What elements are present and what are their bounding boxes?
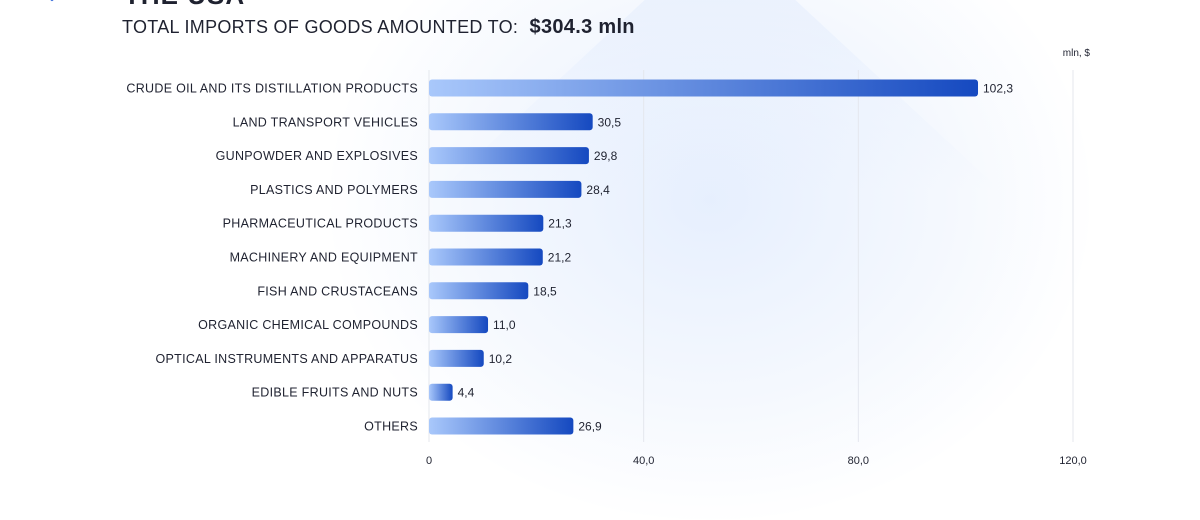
- chart-subtitle: TOTAL IMPORTS OF GOODS AMOUNTED TO: $304…: [122, 16, 635, 39]
- x-tick-label: 80,0: [848, 455, 869, 467]
- x-tick-label: 120,0: [1059, 455, 1087, 467]
- bars: [429, 79, 979, 435]
- x-tick-label: 0: [426, 455, 432, 467]
- data-label: 11,0: [493, 318, 516, 332]
- bar: [429, 316, 489, 334]
- bar: [429, 383, 453, 401]
- data-label: 26,9: [578, 420, 602, 434]
- data-label: 30,5: [598, 115, 622, 129]
- bar: [429, 282, 529, 300]
- bar: [429, 214, 544, 232]
- category-label: GUNPOWDER AND EXPLOSIVES: [216, 149, 418, 163]
- category-labels: CRUDE OIL AND ITS DISTILLATION PRODUCTS L…: [126, 82, 419, 434]
- data-label: 28,4: [586, 183, 610, 197]
- category-label: OPTICAL INSTRUMENTS AND APPARATUS: [156, 352, 419, 366]
- grid-lines: [428, 70, 1074, 442]
- category-label: ORGANIC CHEMICAL COMPOUNDS: [198, 318, 418, 332]
- value-labels: 102,3 30,5 29,8 28,4 21,3 21,2 18,5 11,0 10,2 4,4…: [458, 82, 1014, 434]
- bar: [429, 417, 574, 435]
- data-label: 21,2: [548, 251, 572, 265]
- bar: [429, 113, 593, 131]
- category-label: FISH AND CRUSTACEANS: [257, 284, 418, 298]
- bar: [429, 248, 543, 266]
- unit-label: mln, $: [1062, 48, 1090, 59]
- subtitle-amount: $304.3 mln: [529, 16, 635, 38]
- data-label: 10,2: [489, 352, 513, 366]
- category-label: PLASTICS AND POLYMERS: [250, 183, 418, 197]
- category-label: OTHERS: [364, 420, 418, 434]
- x-axis-ticks: 0 40,0 80,0 120,0: [426, 455, 1087, 467]
- category-label: EDIBLE FRUITS AND NUTS: [252, 386, 418, 400]
- data-label: 29,8: [594, 149, 618, 163]
- bar: [429, 349, 484, 367]
- x-tick-label: 40,0: [633, 455, 654, 467]
- category-label: MACHINERY AND EQUIPMENT: [230, 251, 418, 265]
- bar: [429, 180, 582, 198]
- category-label: LAND TRANSPORT VEHICLES: [233, 115, 418, 129]
- data-label: 21,3: [548, 217, 572, 231]
- bar: [429, 147, 589, 165]
- page-title: THE USA: [124, 0, 245, 11]
- category-label: PHARMACEUTICAL PRODUCTS: [223, 217, 418, 231]
- data-label: 18,5: [533, 284, 557, 298]
- bar-chart: CRUDE OIL AND ITS DISTILLATION PRODUCTS L…: [126, 70, 1087, 467]
- category-label: CRUDE OIL AND ITS DISTILLATION PRODUCTS: [126, 82, 418, 96]
- subtitle-prefix: TOTAL IMPORTS OF GOODS AMOUNTED TO:: [122, 17, 519, 37]
- data-label: 4,4: [458, 386, 475, 400]
- data-label: 102,3: [983, 82, 1013, 96]
- bar: [429, 79, 979, 97]
